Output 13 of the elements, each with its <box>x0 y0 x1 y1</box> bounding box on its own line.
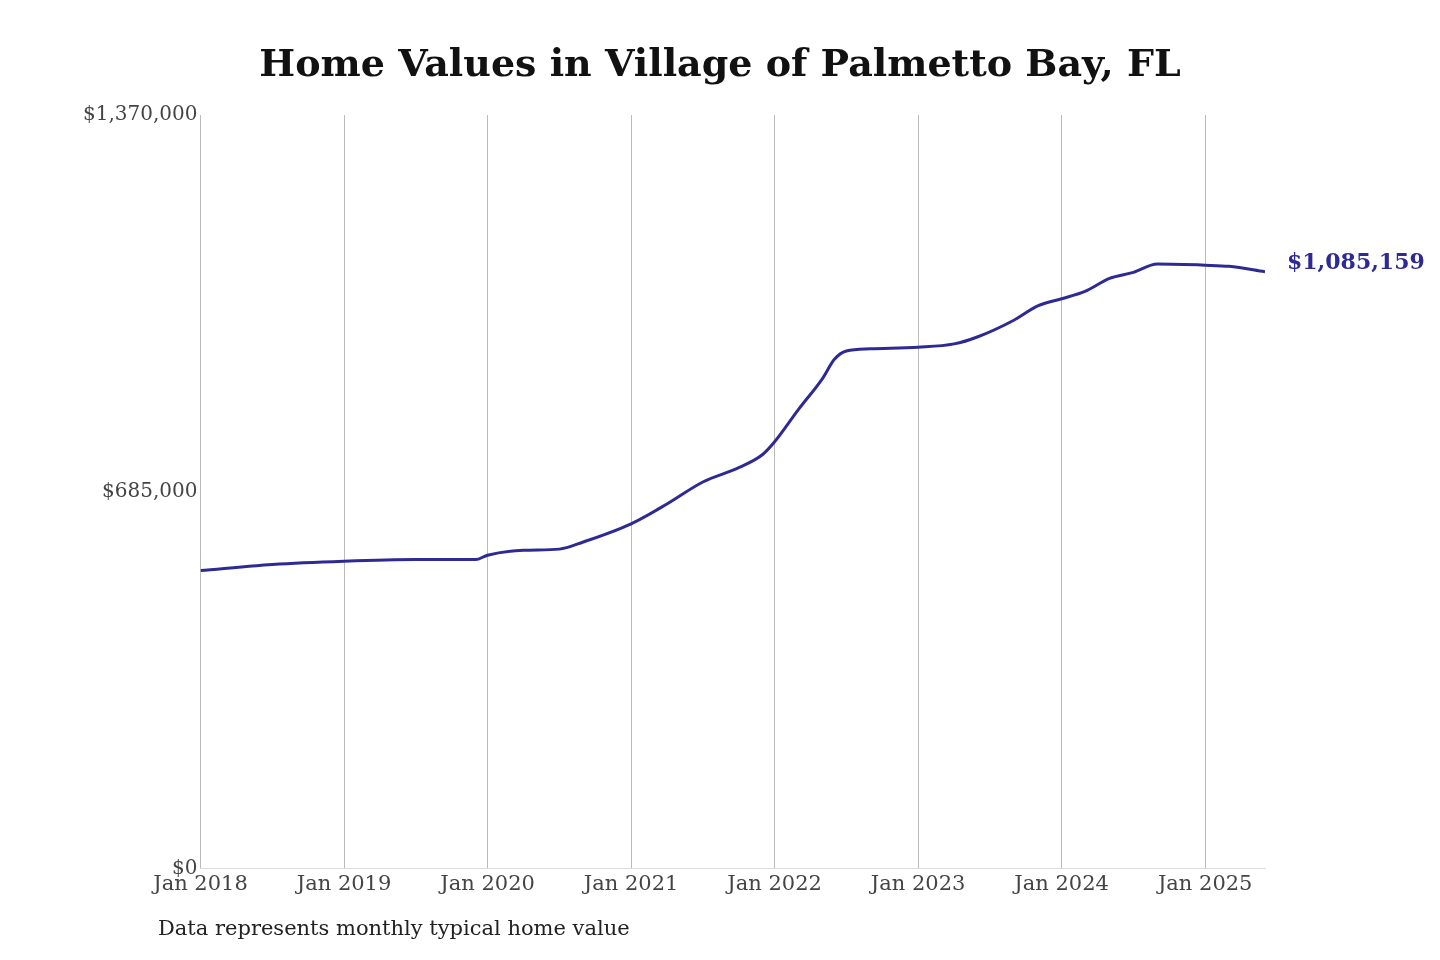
x-tick-label: Jan 2025 <box>1155 870 1253 895</box>
x-tick-label: Jan 2023 <box>868 870 966 895</box>
chart-title: Home Values in Village of Palmetto Bay, FL <box>258 40 1182 85</box>
text: Data represents monthly typical home value <box>158 916 630 940</box>
x-tick-label: Jan 2024 <box>1012 870 1109 895</box>
y-tick-label: $685,000 <box>102 478 198 503</box>
x-tick-label: Jan 2020 <box>438 870 535 895</box>
x-tick-label: Jan 2021 <box>581 870 679 895</box>
annotation: $1,085,159 <box>1287 248 1425 275</box>
x-tick-label: Jan 2022 <box>725 870 822 895</box>
line-series <box>200 262 1265 573</box>
y-tick-label: $1,370,000 <box>83 101 198 126</box>
x-tick-label: Jan 2019 <box>294 870 392 895</box>
